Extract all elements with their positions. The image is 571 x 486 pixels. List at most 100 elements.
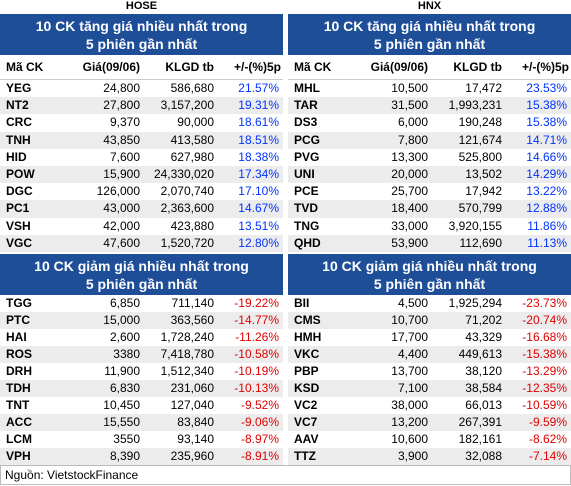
volume: 627,980: [170, 149, 214, 164]
change: 12.88%: [526, 201, 567, 216]
volume: 449,613: [458, 347, 502, 361]
column-header: +/-(%)5p: [521, 60, 569, 74]
symbol: VSH: [6, 218, 31, 233]
volume: 711,140: [171, 296, 215, 310]
symbol: PBP: [294, 364, 319, 378]
table-row: DGC 126,000 2,070,740 17.10%: [0, 183, 283, 201]
change: -7.14%: [528, 449, 567, 463]
volume: 7,418,780: [160, 347, 214, 361]
symbol: NT2: [6, 98, 29, 113]
table-row: VPH 8,390 235,960 -8.91%: [0, 448, 283, 465]
table-row: TNT 10,450 127,040 -9.52%: [0, 397, 283, 414]
volume: 267,391: [458, 415, 502, 429]
price: 25,700: [391, 184, 428, 199]
volume: 93,140: [177, 432, 214, 446]
symbol: TTZ: [294, 449, 316, 463]
price: 10,600: [391, 432, 428, 446]
symbol: MHL: [294, 81, 320, 95]
table-row: TGG 6,850 711,140 -19.22%: [0, 295, 283, 312]
change: -8.97%: [240, 432, 279, 446]
table-row: UNI 20,000 13,502 14.29%: [288, 166, 571, 184]
symbol: PCE: [294, 184, 319, 199]
symbol: LCM: [6, 432, 32, 446]
table-row: CMS 10,700 71,202 -20.74%: [288, 312, 571, 329]
table-row: DRH 11,900 1,512,340 -10.19%: [0, 363, 283, 380]
volume: 127,040: [170, 398, 214, 412]
table-row: DS3 6,000 190,248 15.38%: [288, 114, 571, 132]
volume: 13,502: [465, 167, 502, 181]
price: 31,500: [391, 98, 428, 113]
volume: 66,013: [465, 398, 502, 412]
section-title: 10 CK giảm giá nhiều nhất trong 5 phiên …: [0, 254, 283, 295]
change: 18.61%: [238, 115, 279, 130]
symbol: CRC: [6, 115, 32, 130]
volume: 1,728,240: [160, 330, 214, 344]
change: 23.53%: [526, 81, 567, 95]
volume: 1,520,720: [160, 235, 214, 250]
column-header: KLGD tb: [165, 60, 214, 74]
price: 38,000: [391, 398, 428, 412]
symbol: DGC: [6, 184, 33, 199]
price: 53,900: [391, 235, 428, 250]
table-row: TNH 43,850 413,580 18.51%: [0, 131, 283, 149]
price: 4,500: [397, 296, 428, 310]
price: 7,600: [109, 149, 140, 164]
symbol: VC7: [294, 415, 318, 429]
change: 13.22%: [526, 184, 567, 199]
table-row: TDH 6,830 231,060 -10.13%: [0, 380, 283, 397]
change: 15.38%: [526, 115, 567, 130]
change: -14.77%: [234, 313, 279, 327]
change: 14.29%: [526, 167, 567, 181]
symbol: HAI: [6, 330, 27, 344]
change: 11.86%: [527, 218, 567, 233]
price: 7,800: [397, 132, 428, 147]
change: -10.13%: [234, 381, 279, 395]
volume: 423,880: [170, 218, 214, 233]
section-title: 10 CK giảm giá nhiều nhất trong 5 phiên …: [288, 254, 571, 295]
price: 10,500: [391, 81, 428, 95]
symbol: POW: [6, 167, 35, 181]
symbol: TDH: [6, 381, 31, 395]
volume: 71,202: [465, 313, 502, 327]
change: -12.35%: [522, 381, 567, 395]
change: 14.67%: [238, 201, 279, 216]
volume: 235,960: [170, 449, 214, 463]
column-header: Giá(09/06): [82, 60, 140, 74]
table-row: VGC 47,600 1,520,720 12.80%: [0, 234, 283, 252]
price: 6,000: [397, 115, 428, 130]
table-row: HMH 17,700 43,329 -16.68%: [288, 329, 571, 346]
table-row: NT2 27,800 3,157,200 19.31%: [0, 97, 283, 115]
change: 13.51%: [238, 218, 279, 233]
column-header: KLGD tb: [453, 60, 502, 74]
symbol: HID: [6, 149, 27, 164]
price: 10,700: [391, 313, 428, 327]
table-row: YEG 24,800 586,680 21.57%: [0, 80, 283, 98]
volume: 2,363,600: [160, 201, 214, 216]
change: 19.31%: [238, 98, 279, 113]
symbol: KSD: [294, 381, 320, 395]
volume: 182,161: [458, 432, 502, 446]
price: 3,900: [397, 449, 428, 463]
price: 42,000: [103, 218, 140, 233]
change: -16.68%: [522, 330, 567, 344]
volume: 1,512,340: [160, 364, 214, 378]
volume: 413,580: [170, 132, 214, 147]
change: 14.71%: [526, 132, 567, 147]
table-row: TAR 31,500 1,993,231 15.38%: [288, 97, 571, 115]
change: -10.59%: [522, 398, 567, 412]
volume: 586,680: [170, 81, 214, 95]
table-row: POW 15,900 24,330,020 17.34%: [0, 166, 283, 184]
volume: 3,920,155: [448, 218, 502, 233]
symbol: UNI: [294, 167, 315, 181]
table-row: AAV 10,600 182,161 -8.62%: [288, 431, 571, 448]
change: 18.38%: [238, 149, 279, 164]
price: 15,000: [103, 313, 140, 327]
volume: 2,070,740: [160, 184, 214, 199]
price: 13,300: [391, 149, 428, 164]
price: 43,000: [103, 201, 140, 216]
volume: 38,584: [465, 381, 502, 395]
volume: 3,157,200: [160, 98, 214, 113]
change: 17.34%: [238, 167, 279, 181]
price: 11,900: [104, 364, 140, 378]
table-row: VKC 4,400 449,613 -15.38%: [288, 346, 571, 363]
